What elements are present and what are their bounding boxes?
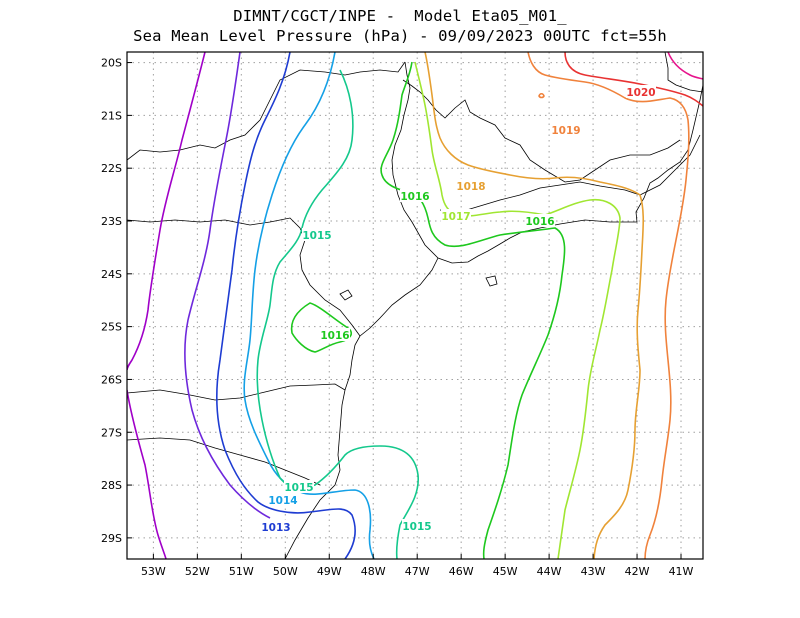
isobar-1011b xyxy=(127,389,167,559)
lon-tick-label: 42W xyxy=(625,565,650,578)
isobar-1020 xyxy=(564,52,703,107)
coastline xyxy=(127,52,703,559)
contour-label-1018: 1018 xyxy=(456,181,485,193)
map-title-line1: DIMNT/CGCT/INPE - Model Eta05_M01_ xyxy=(233,7,567,25)
lat-tick-label: 21S xyxy=(101,109,122,122)
lon-tick-label: 52W xyxy=(185,565,210,578)
isobar-1013 xyxy=(215,52,356,559)
isobar-1017 xyxy=(414,61,621,559)
isobar-1021 xyxy=(667,52,703,80)
lat-tick-label: 20S xyxy=(101,57,122,70)
isobar-1012 xyxy=(184,52,271,519)
contour-label-1015: 1015 xyxy=(284,482,313,494)
isobar-1018 xyxy=(424,52,645,559)
lat-tick-label: 24S xyxy=(101,268,122,281)
contour-label-1015: 1015 xyxy=(402,521,431,533)
lat-tick-label: 27S xyxy=(101,426,122,439)
lon-tick-label: 53W xyxy=(141,565,166,578)
isobar-1016-west xyxy=(290,302,352,353)
lon-tick-label: 46W xyxy=(449,565,474,578)
contour-label-1017: 1017 xyxy=(441,211,470,223)
lat-tick-label: 23S xyxy=(101,215,122,228)
isobar-1014 xyxy=(243,52,375,559)
contour-label-1015: 1015 xyxy=(302,230,331,242)
contour-label-1013: 1013 xyxy=(261,522,290,534)
isobars xyxy=(127,52,703,559)
isobar-1015 xyxy=(256,69,419,559)
grid-lines xyxy=(127,52,703,559)
axis-ticks: 53W 52W 51W 50W 49W 48W 47W 46W 45W 44W 43W 42W 41W 2… xyxy=(101,57,694,578)
lon-tick-label: 49W xyxy=(317,565,342,578)
lon-tick-label: 50W xyxy=(273,565,298,578)
contour-label-1016: 1016 xyxy=(320,330,349,342)
lon-tick-label: 41W xyxy=(669,565,694,578)
lat-tick-label: 28S xyxy=(101,479,122,492)
contour-label-1014: 1014 xyxy=(268,495,297,507)
lon-tick-label: 51W xyxy=(229,565,254,578)
contour-label-1016: 1016 xyxy=(525,216,554,228)
lon-tick-label: 43W xyxy=(581,565,606,578)
contour-labels: 1020 1019 1018 1017 1016 1016 1016 1015 1015 1015… xyxy=(261,87,655,534)
plot-frame xyxy=(126,51,704,560)
lat-tick-label: 25S xyxy=(101,321,122,334)
lon-tick-label: 48W xyxy=(361,565,386,578)
lon-tick-label: 44W xyxy=(537,565,562,578)
lon-tick-label: 47W xyxy=(405,565,430,578)
isobar-1019-cell xyxy=(538,92,545,99)
map-title-line2: Sea Mean Level Pressure (hPa) - 09/09/20… xyxy=(133,27,667,45)
contour-label-1019: 1019 xyxy=(551,125,580,137)
isobar-1019 xyxy=(527,52,690,559)
lat-tick-label: 29S xyxy=(101,532,122,545)
contour-label-1020: 1020 xyxy=(626,87,655,99)
isobar-1011 xyxy=(127,52,206,371)
lon-tick-label: 45W xyxy=(493,565,518,578)
lat-tick-label: 26S xyxy=(101,373,122,386)
isobar-1016-coast xyxy=(380,61,566,559)
contour-label-1016: 1016 xyxy=(400,191,429,203)
lat-tick-label: 22S xyxy=(101,162,122,175)
